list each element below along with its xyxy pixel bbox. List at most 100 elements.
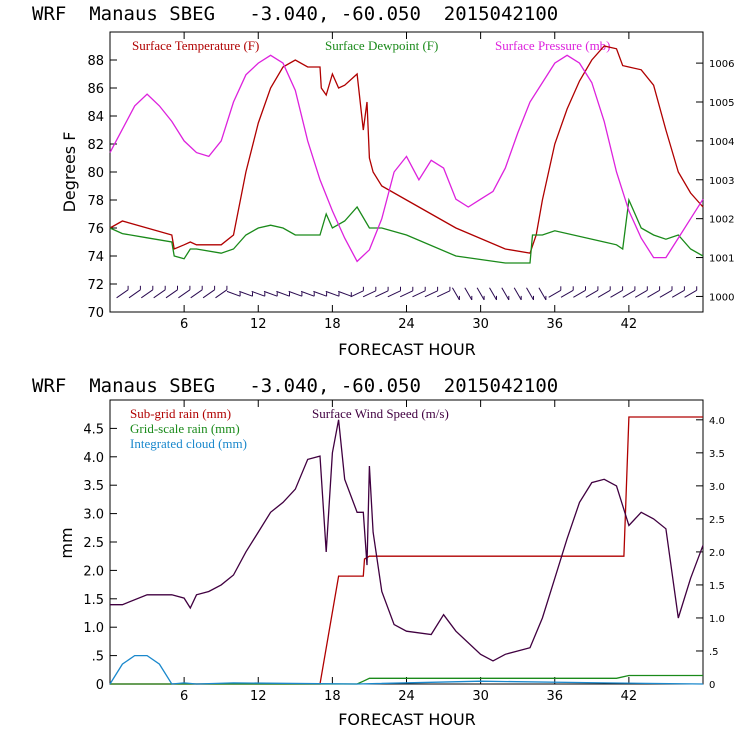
wind-barb [387, 290, 401, 298]
y-tick-label: .5 [92, 650, 104, 665]
wind-barb [647, 289, 660, 298]
y2-tick-label: 1.0 [709, 614, 725, 625]
wind-barb [501, 287, 510, 301]
wind-barb [215, 289, 228, 299]
wind-barb [313, 290, 327, 297]
wind-barb [548, 289, 562, 298]
y2-tick-label: 3.0 [709, 482, 725, 493]
wind-barb [538, 287, 547, 301]
legend-subgrid-rain: Sub-grid rain (mm) [130, 406, 231, 421]
x-tick-label: 6 [180, 317, 188, 332]
chart1-ylabel: Degrees F [60, 132, 79, 213]
y-tick-label: 88 [87, 54, 104, 69]
x-tick-label: 42 [621, 689, 638, 704]
legend-surface-dewpoint: Surface Dewpoint (F) [325, 38, 438, 53]
legend-surface-temperature: Surface Temperature (F) [132, 38, 259, 53]
precipitation-chart: WRF Manaus SBEG -3.040, -60.050 20150421… [32, 375, 725, 729]
y2-tick-label: 4.0 [709, 416, 725, 427]
x-tick-label: 24 [398, 317, 415, 332]
chart2-y2-ticks: 0 .5 1.0 1.5 2.0 2.5 3.0 3.5 4.0 [696, 416, 725, 691]
chart2-series [109, 416, 704, 685]
wind-barb [288, 290, 303, 297]
wind-barb [560, 289, 574, 298]
legend-integrated-cloud: Integrated cloud (mm) [130, 436, 247, 451]
wind-barb [489, 287, 497, 301]
wind-barb [622, 289, 636, 298]
series-integrated-cloud-mm [109, 654, 704, 685]
x-tick-label: 30 [472, 317, 489, 332]
wind-barb [276, 290, 290, 297]
wind-barb [513, 287, 522, 301]
y2-tick-label: 1003 [709, 176, 734, 187]
series-surface-wind-speed-m-s [110, 419, 704, 662]
y-tick-label: 3.5 [83, 479, 104, 494]
wind-barb [634, 289, 648, 298]
wind-barb [362, 290, 377, 298]
wind-barb [399, 290, 414, 298]
wind-barb [226, 290, 241, 297]
wind-barb [526, 287, 534, 301]
wind-barb [451, 287, 460, 301]
y2-tick-label: 2.0 [709, 548, 725, 559]
y2-tick-label: 1001 [709, 254, 734, 265]
wind-barb [476, 287, 485, 301]
wind-barb [597, 289, 611, 298]
legend-surface-wind-speed: Surface Wind Speed (m/s) [312, 406, 449, 421]
y-tick-label: 84 [87, 110, 104, 125]
wind-barb [412, 290, 426, 298]
series-surface-pressure-mb [109, 54, 704, 263]
chart1-xlabel: FORECAST HOUR [338, 340, 476, 359]
wind-barb [573, 289, 586, 298]
wind-barb [300, 290, 315, 297]
y-tick-label: 2.0 [83, 564, 104, 579]
y2-tick-label: 1004 [709, 137, 734, 148]
x-tick-label: 12 [250, 317, 267, 332]
y-tick-label: 1.5 [83, 593, 104, 608]
y2-tick-label: .5 [709, 647, 719, 658]
series-sub-grid-rain-mm [110, 416, 703, 685]
chart1-y-ticks: 70 72 74 76 78 80 82 84 86 88 [87, 54, 117, 321]
y2-tick-label: 1000 [709, 292, 734, 303]
wind-barb [436, 290, 451, 298]
x-tick-label: 18 [324, 689, 341, 704]
chart1-x-ticks: 6 12 18 24 30 36 42 [180, 32, 637, 332]
wind-barb [141, 289, 154, 299]
chart2-x-ticks: 6 12 18 24 30 36 42 [180, 400, 637, 704]
legend-surface-pressure: Surface Pressure (mb) [495, 38, 611, 53]
wind-barb [671, 289, 685, 298]
y-tick-label: 82 [87, 138, 104, 153]
wind-barb [659, 289, 673, 298]
chart1-header: WRF Manaus SBEG -3.040, -60.050 20150421… [32, 3, 558, 25]
x-tick-label: 30 [472, 689, 489, 704]
y2-tick-label: 1.5 [709, 581, 725, 592]
wind-barb [116, 289, 129, 299]
y2-tick-label: 3.5 [709, 449, 725, 460]
chart1-plot-frame [109, 31, 704, 313]
x-tick-label: 36 [546, 317, 563, 332]
wind-barb [325, 290, 340, 297]
y-tick-label: 3.0 [83, 508, 104, 523]
x-tick-label: 36 [546, 689, 563, 704]
y2-tick-label: 1002 [709, 215, 734, 226]
y-tick-label: 1.0 [83, 621, 104, 636]
y-tick-label: 74 [87, 250, 104, 265]
y2-tick-label: 1005 [709, 98, 734, 109]
wind-barb [202, 289, 215, 299]
chart2-y-ticks: 0 .5 1.0 1.5 2.0 2.5 3.0 3.5 4.0 4.5 [83, 422, 117, 693]
y-tick-label: 80 [87, 166, 104, 181]
wind-barb [424, 290, 438, 298]
chart2-xlabel: FORECAST HOUR [338, 710, 476, 729]
wind-barb [375, 290, 389, 298]
chart1-series [109, 45, 704, 264]
y2-tick-label: 0 [709, 680, 715, 691]
wind-barb [338, 290, 352, 297]
wind-barb [239, 290, 253, 297]
temperature-chart: WRF Manaus SBEG -3.040, -60.050 20150421… [32, 3, 734, 359]
wind-barb [178, 289, 191, 299]
y-tick-label: 4.0 [83, 451, 104, 466]
y2-tick-label: 1006 [709, 59, 734, 70]
chart2-ylabel: mm [57, 527, 76, 558]
wind-barbs [116, 285, 698, 301]
wind-barb [153, 289, 166, 299]
